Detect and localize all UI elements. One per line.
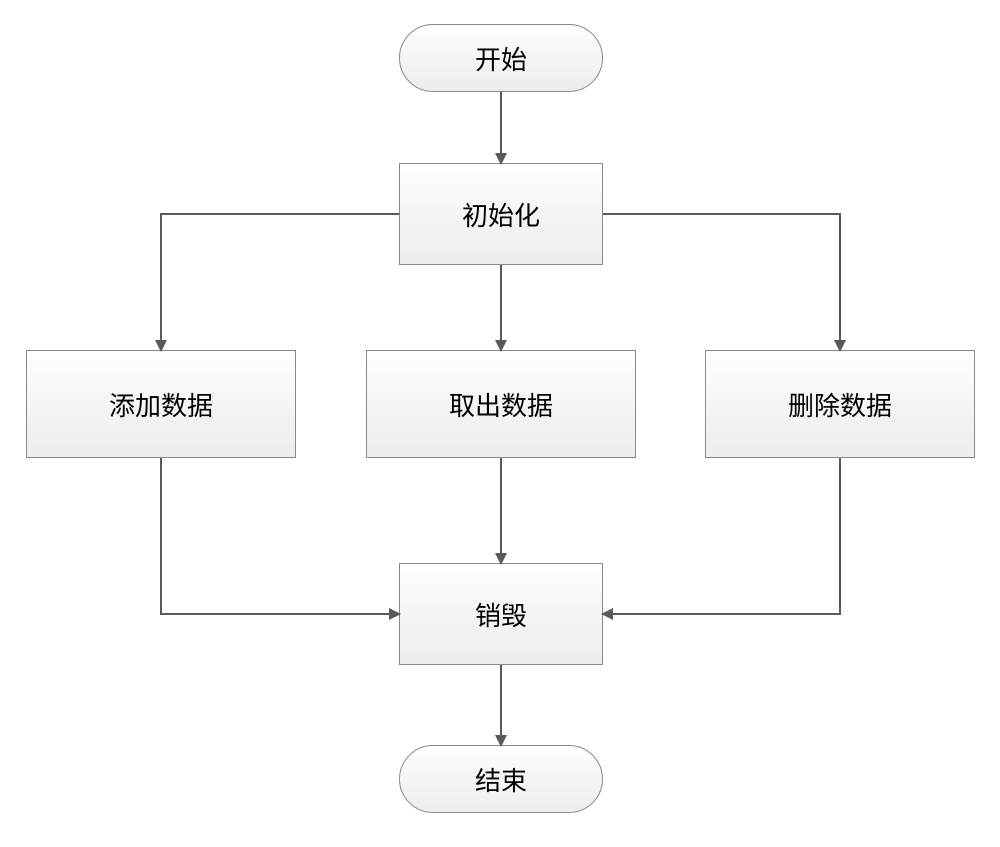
delete-data-label: 删除数据 [788,386,892,423]
destroy-label: 销毁 [475,596,527,633]
fetch-data-node: 取出数据 [366,350,636,458]
end-node: 结束 [399,745,603,813]
destroy-node: 销毁 [399,563,603,665]
edge-add-destroy [161,458,399,614]
delete-data-node: 删除数据 [705,350,975,458]
add-data-node: 添加数据 [26,350,296,458]
init-label: 初始化 [462,196,540,233]
edge-init-delete [603,214,840,350]
edge-init-add [161,214,399,350]
add-data-label: 添加数据 [109,386,213,423]
start-label: 开始 [475,40,527,77]
init-node: 初始化 [399,163,603,265]
start-node: 开始 [399,24,603,92]
edge-delete-destroy [603,458,840,614]
end-label: 结束 [475,761,527,798]
fetch-data-label: 取出数据 [449,386,553,423]
